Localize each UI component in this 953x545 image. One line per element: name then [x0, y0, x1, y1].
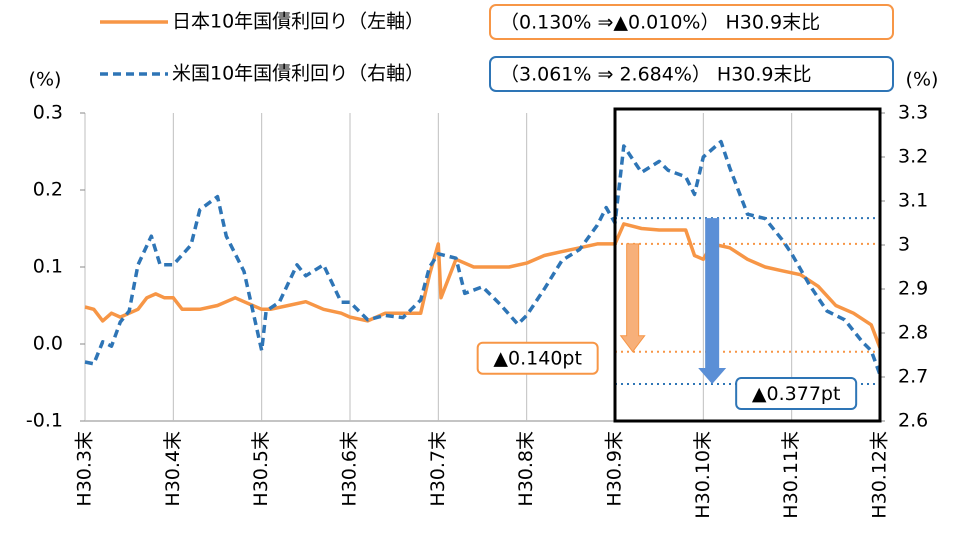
- x-tick-label: H30.11末: [780, 431, 802, 519]
- y-tick-label: 0.0: [33, 333, 63, 355]
- legend-note: （0.130% ⇒▲0.010%） H30.9末比: [500, 12, 820, 34]
- annotation-text: ▲0.140pt: [493, 348, 582, 370]
- x-tick-label: H30.10末: [692, 431, 714, 519]
- y2-tick-label: 2.8: [898, 322, 928, 344]
- highlight-box: [613, 107, 882, 423]
- x-tick-label: H30.7末: [427, 431, 449, 507]
- x-tick-label: H30.6末: [339, 431, 361, 507]
- y2-tick-label: 2.9: [898, 278, 928, 300]
- y-tick-label: -0.1: [26, 410, 63, 432]
- y-tick-label: 0.2: [33, 179, 63, 201]
- legend-label: 米国10年国債利回り（右軸）: [172, 63, 424, 85]
- x-tick-label: H30.3末: [74, 431, 96, 507]
- annotation-text: ▲0.377pt: [752, 383, 841, 405]
- y2-axis-unit: (%): [906, 69, 939, 91]
- y-tick-label: 0.3: [33, 102, 63, 124]
- annotation-box: [735, 377, 858, 411]
- y2-tick-label: 3.1: [898, 190, 928, 212]
- y-tick-label: 0.1: [33, 256, 63, 278]
- change-arrow: [698, 218, 727, 385]
- legend-note-box: [489, 56, 894, 92]
- legend-note: （3.061% ⇒ 2.684%） H30.9末比: [500, 64, 812, 86]
- x-tick-label: H30.4末: [162, 431, 184, 507]
- change-arrow: [619, 243, 646, 353]
- series-line: [84, 222, 882, 349]
- x-tick-label: H30.5末: [250, 431, 272, 507]
- legend-label: 日本10年国債利回り（左軸）: [172, 11, 424, 33]
- annotation-box: [476, 341, 599, 375]
- y2-tick-label: 3.2: [898, 146, 928, 168]
- legend-note-box: [489, 4, 894, 40]
- y-axis-unit: (%): [29, 69, 62, 91]
- y2-tick-label: 3: [898, 234, 910, 256]
- y2-tick-label: 3.3: [898, 102, 928, 124]
- x-tick-label: H30.9末: [604, 431, 626, 507]
- y2-tick-label: 2.6: [898, 410, 928, 432]
- x-tick-label: H30.12末: [869, 431, 891, 519]
- series-line: [84, 139, 882, 376]
- y2-tick-label: 2.7: [898, 366, 928, 388]
- x-tick-label: H30.8末: [515, 431, 537, 507]
